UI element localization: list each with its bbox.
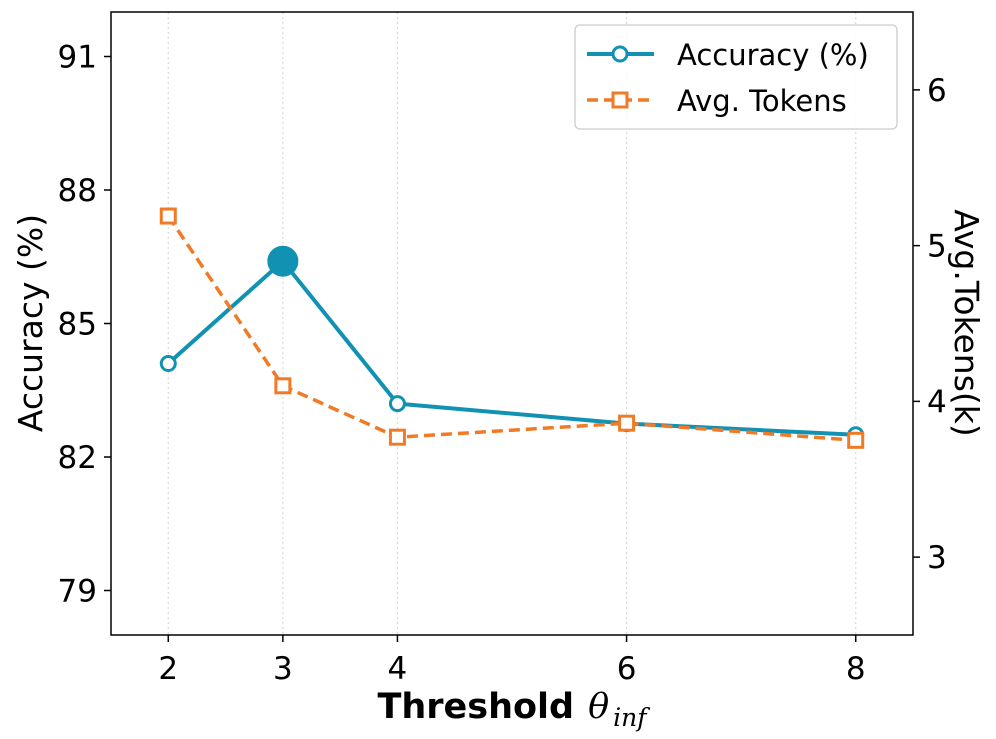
legend: Accuracy (%) Avg. Tokens	[574, 24, 898, 130]
tokens-point	[388, 428, 406, 446]
x-axis-label: Threshold θ inf	[377, 687, 650, 732]
x-axis-label-subscript: inf	[613, 703, 650, 732]
tokens-series-line	[166, 215, 856, 443]
tick-layer: 2 3 4 6 8 79 82 85 88 91 3 4 5 6	[58, 40, 947, 688]
legend-tokens-label: Avg. Tokens	[677, 84, 847, 118]
y-axis-label-left: Accuracy (%)	[11, 214, 50, 432]
x-tick-label: 8	[846, 651, 866, 687]
y-left-tick-label: 79	[58, 574, 97, 610]
y-left-tick-label: 88	[58, 173, 97, 209]
accuracy-highlight-point	[267, 245, 299, 277]
y-right-tick-label: 4	[927, 384, 947, 420]
x-tick-label: 6	[617, 651, 637, 687]
legend-accuracy-label: Accuracy (%)	[677, 38, 869, 72]
accuracy-series-line	[166, 259, 856, 437]
y-left-tick-label: 91	[58, 40, 97, 76]
y-left-tick-label: 85	[58, 307, 97, 343]
y-right-tick-label: 3	[927, 540, 947, 576]
series-layer	[159, 207, 865, 449]
y-left-tick-label: 82	[58, 440, 97, 476]
tokens-point	[274, 377, 292, 395]
x-tick-label: 3	[273, 651, 293, 687]
y-axis-label-right: Avg.Tokens(k)	[947, 209, 986, 437]
legend-tokens-marker	[611, 91, 629, 109]
x-tick-label: 4	[388, 651, 408, 687]
tokens-point	[847, 431, 865, 449]
grid-lines	[167, 12, 857, 635]
accuracy-point	[388, 395, 406, 413]
legend-frame	[574, 24, 898, 130]
x-axis-label-symbol: θ	[588, 687, 609, 727]
x-tick-label: 2	[158, 651, 178, 687]
legend-accuracy-marker	[611, 45, 629, 63]
x-axis-label-text: Threshold	[377, 687, 574, 727]
y-right-tick-label: 5	[927, 229, 947, 265]
accuracy-point	[159, 355, 177, 373]
tokens-point	[159, 207, 177, 225]
tokens-point	[618, 414, 636, 432]
y-right-tick-label: 6	[927, 73, 947, 109]
